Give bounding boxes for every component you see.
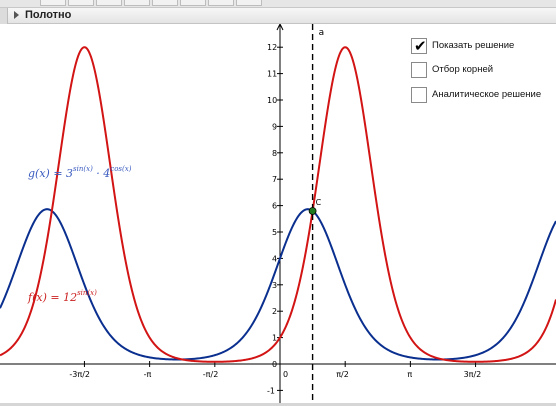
collapse-arrow-icon[interactable] xyxy=(14,11,19,19)
y-tick-label: 8 xyxy=(272,149,277,158)
x-tick-label: -3π/2 xyxy=(69,370,90,379)
formula-f: f(x) = 12sin(x) xyxy=(28,286,97,305)
toolbar-strip xyxy=(0,0,556,8)
toolbar-button[interactable] xyxy=(208,0,234,6)
toolbar-button[interactable] xyxy=(68,0,94,6)
x-tick-label: 0 xyxy=(283,370,288,379)
checkbox-label: Аналитическое решение xyxy=(432,89,542,100)
y-tick-label: 12 xyxy=(267,43,277,52)
formula-g-exp1: sin(x) xyxy=(73,165,93,173)
formula-f-exp: sin(x) xyxy=(77,289,97,297)
y-tick-label: 7 xyxy=(272,175,277,184)
x-tick-label: π/2 xyxy=(336,370,349,379)
checkbox-box[interactable] xyxy=(411,62,427,78)
toolbar-button[interactable] xyxy=(96,0,122,6)
curve-f xyxy=(0,46,556,363)
formula-g-lhs: g(x) xyxy=(28,167,50,180)
graphics-view-titlebar xyxy=(0,8,556,24)
point-c-label: C xyxy=(316,198,322,207)
formula-g-exp2: cos(x) xyxy=(110,165,132,173)
formula-f-lhs: f(x) xyxy=(28,291,47,304)
toolbar-button[interactable] xyxy=(152,0,178,6)
y-tick-label: 1 xyxy=(272,334,277,343)
x-tick-label: π xyxy=(407,370,412,379)
x-tick-label: 3π/2 xyxy=(464,370,482,379)
formula-g-base2: 4 xyxy=(103,167,111,180)
formula-g: g(x) = 3sin(x) · 4cos(x) xyxy=(28,162,131,181)
checkbox-box[interactable] xyxy=(411,87,427,103)
y-tick-label: 6 xyxy=(272,202,277,211)
toolbar-button[interactable] xyxy=(124,0,150,6)
y-tick-label: -1 xyxy=(267,386,275,395)
formula-g-dot: · xyxy=(96,167,100,180)
y-tick-label: 10 xyxy=(267,96,277,105)
checkbox-label: Показать решение xyxy=(432,40,515,51)
checkmark-icon: ✔ xyxy=(414,37,427,55)
y-tick-label: 2 xyxy=(272,307,277,316)
toolbar-button[interactable] xyxy=(180,0,206,6)
formula-f-base: 12 xyxy=(63,291,78,304)
toolbar-button[interactable] xyxy=(236,0,262,6)
y-tick-label: 11 xyxy=(267,70,277,79)
formula-g-base1: 3 xyxy=(66,167,74,180)
curve-g xyxy=(0,208,556,361)
y-tick-label: 4 xyxy=(272,254,277,263)
toolbar-button[interactable] xyxy=(40,0,66,6)
y-tick-label: 3 xyxy=(272,281,277,290)
formula-g-equals: = xyxy=(53,167,63,180)
y-tick-label: 9 xyxy=(272,122,277,131)
x-tick-label: -π/2 xyxy=(203,370,219,379)
checkbox-label: Отбор корней xyxy=(432,64,494,75)
bottom-border xyxy=(0,403,556,406)
y-axis-arrow-icon xyxy=(276,24,284,31)
y-tick-label: 0 xyxy=(272,360,277,369)
y-tick-label: 5 xyxy=(272,228,277,237)
panel-title: Полотно xyxy=(25,9,72,21)
intersection-point-c xyxy=(308,207,317,215)
panel-edge xyxy=(0,8,8,24)
line-a-label: a xyxy=(319,28,325,38)
checkbox-box[interactable]: ✔ xyxy=(411,38,427,54)
x-tick-label: -π xyxy=(144,370,152,379)
formula-f-equals: = xyxy=(50,291,60,304)
